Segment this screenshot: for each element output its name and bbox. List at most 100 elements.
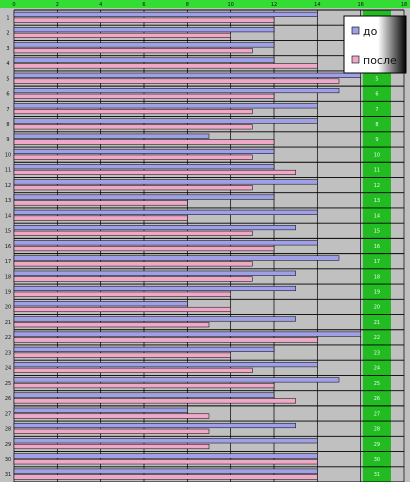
- category-label: 2: [6, 31, 9, 37]
- bar-do-28: [13, 422, 296, 429]
- category-label-right: 27: [374, 411, 380, 417]
- bar-do-15: [13, 225, 296, 231]
- bar-posle-4: [13, 63, 318, 69]
- bar-posle-1: [13, 17, 275, 23]
- category-label: 20: [5, 305, 11, 311]
- bar-posle-17: [13, 261, 253, 267]
- category-labels: 1234567891011121314151617181920212223242…: [5, 15, 11, 478]
- legend-swatch-2: [351, 55, 360, 64]
- category-label-right: 30: [374, 457, 380, 463]
- bar-do-1: [13, 11, 318, 17]
- category-label: 29: [5, 442, 11, 448]
- x-tick-label: 6: [142, 2, 145, 8]
- category-label: 5: [6, 76, 9, 82]
- category-label: 25: [5, 381, 11, 387]
- category-label-right: 10: [374, 152, 380, 158]
- legend-label-1: до: [363, 25, 378, 38]
- category-label-right: 18: [374, 274, 380, 280]
- category-label: 6: [6, 92, 9, 98]
- category-label-right: 24: [374, 366, 380, 372]
- category-label-right: 26: [374, 396, 380, 402]
- bar-do-10: [13, 148, 275, 154]
- category-label-right: 14: [374, 213, 380, 219]
- category-label: 31: [5, 472, 11, 478]
- bar-posle-14: [13, 215, 188, 221]
- bar-posle-29: [13, 443, 210, 450]
- category-label: 22: [5, 335, 11, 341]
- legend: до после: [343, 15, 407, 74]
- category-label-right: 23: [374, 350, 380, 356]
- category-label-right: 31: [374, 472, 380, 478]
- category-label: 26: [5, 396, 11, 402]
- bar-do-23: [13, 346, 275, 352]
- bar-do-19: [13, 285, 296, 292]
- category-label: 13: [5, 198, 11, 204]
- category-label: 11: [5, 168, 11, 174]
- bar-posle-23: [13, 352, 231, 358]
- x-tick-labels: 0 2 4 6 8 10 12 14 16 18: [12, 2, 407, 8]
- x-tick-label: 18: [401, 2, 407, 8]
- category-label-right: 22: [374, 335, 380, 341]
- bar-posle-6: [13, 93, 275, 99]
- category-label: 23: [5, 350, 11, 356]
- category-label: 14: [5, 213, 11, 219]
- category-label-right: 6: [375, 92, 378, 98]
- bar-do-20: [13, 301, 188, 307]
- x-tick-label: 16: [357, 2, 363, 8]
- bar-do-25: [13, 377, 340, 383]
- x-tick-label: 14: [314, 2, 320, 8]
- bar-posle-16: [13, 246, 275, 252]
- category-label-right: 13: [374, 198, 380, 204]
- bar-posle-12: [13, 185, 253, 191]
- bar-do-16: [13, 240, 318, 246]
- category-label: 9: [6, 137, 9, 143]
- bar-posle-26: [13, 398, 296, 404]
- category-label-right: 29: [374, 442, 380, 448]
- bar-do-7: [13, 103, 318, 109]
- bar-posle-11: [13, 169, 296, 175]
- bar-posle-27: [13, 413, 210, 419]
- bar-do-30: [13, 453, 318, 459]
- bar-do-27: [13, 407, 188, 413]
- legend-box: [343, 15, 407, 74]
- category-label: 8: [6, 122, 9, 128]
- category-label: 12: [5, 183, 11, 189]
- category-label-right: 11: [374, 168, 380, 174]
- bar-posle-24: [13, 367, 253, 373]
- category-label-right: 9: [375, 137, 378, 143]
- category-label-right: 12: [374, 183, 380, 189]
- bar-posle-20: [13, 306, 231, 313]
- bar-do-9: [13, 133, 210, 139]
- bar-posle-2: [13, 32, 231, 38]
- category-label-right: 17: [374, 259, 380, 265]
- bar-posle-22: [13, 337, 318, 343]
- category-label: 17: [5, 259, 11, 265]
- bar-posle-5: [13, 78, 340, 84]
- bar-do-22: [13, 331, 361, 337]
- category-label-right: 8: [375, 122, 378, 128]
- bar-do-12: [13, 179, 318, 185]
- bar-do-6: [13, 88, 340, 94]
- x-tick-label: 4: [99, 2, 102, 8]
- category-label-right: 28: [374, 427, 380, 433]
- bar-posle-25: [13, 383, 275, 389]
- bar-posle-10: [13, 154, 253, 160]
- category-label: 21: [5, 320, 11, 326]
- bar-do-4: [13, 57, 275, 63]
- bar-do-17: [13, 255, 340, 261]
- category-label: 10: [5, 152, 11, 158]
- bar-posle-30: [13, 459, 318, 465]
- category-label-right: 20: [374, 305, 380, 311]
- category-label: 28: [5, 427, 11, 433]
- category-label: 18: [5, 274, 11, 280]
- bar-do-21: [13, 316, 296, 322]
- bar-posle-7: [13, 109, 253, 115]
- bars-group: [13, 11, 361, 480]
- bar-do-31: [13, 468, 318, 474]
- category-label-right: 21: [374, 320, 380, 326]
- legend-swatch-1: [351, 26, 360, 35]
- bar-posle-15: [13, 230, 253, 236]
- x-tick-label: 12: [271, 2, 277, 8]
- category-label-right: 5: [375, 76, 378, 82]
- category-label: 15: [5, 229, 11, 235]
